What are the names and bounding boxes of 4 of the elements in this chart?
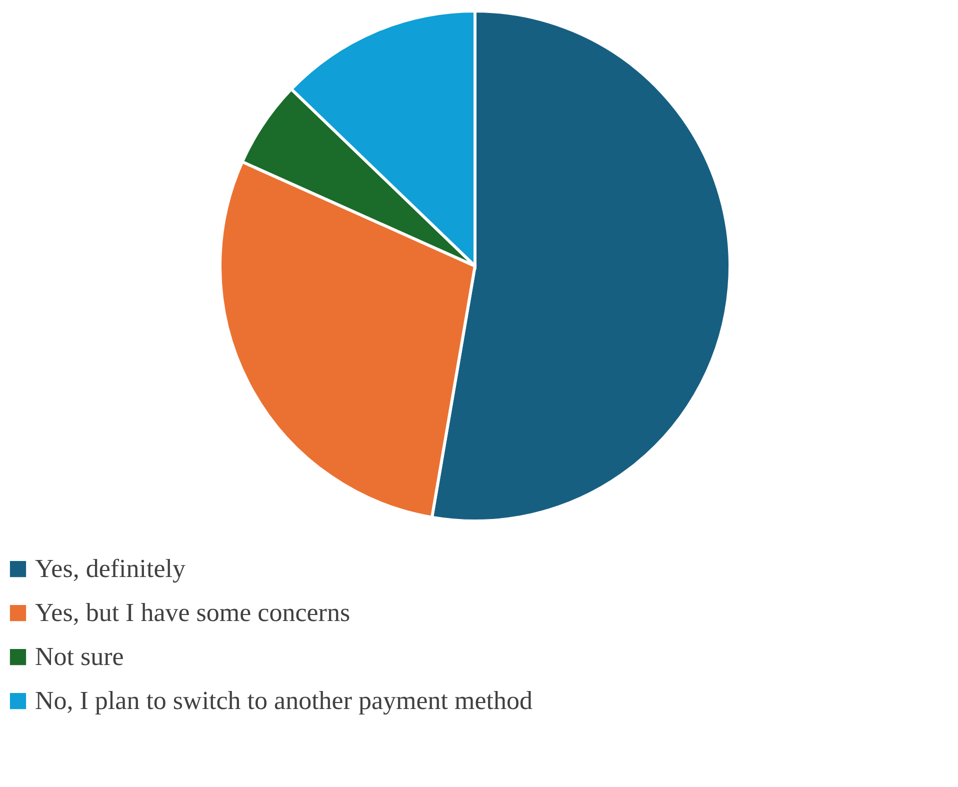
legend-label: Yes, but I have some concerns	[35, 598, 350, 627]
legend-label: Yes, definitely	[35, 554, 186, 583]
legend-label: No, I plan to switch to another payment method	[35, 686, 533, 715]
legend-label: Not sure	[35, 642, 124, 671]
